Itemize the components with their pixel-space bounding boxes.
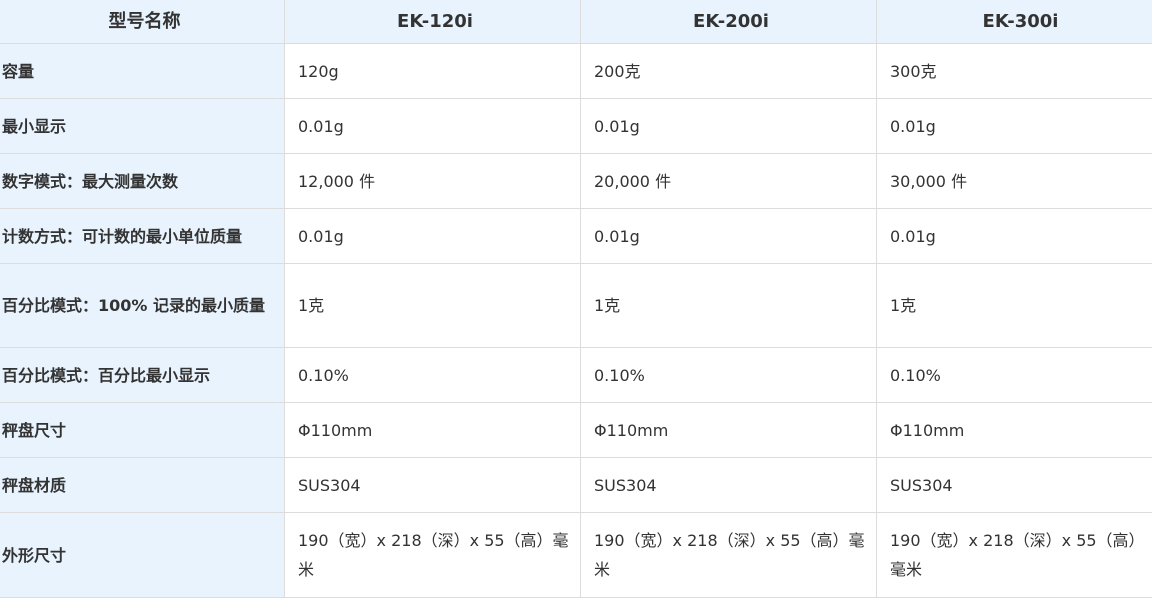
row-label: 最小显示 (0, 99, 285, 154)
cell-value: 1克 (877, 264, 1152, 348)
cell-value: 0.01g (877, 209, 1152, 264)
cell-value: 200克 (581, 44, 877, 99)
cell-value: Φ110mm (877, 403, 1152, 458)
cell-value: 0.01g (877, 99, 1152, 154)
row-label: 秤盘尺寸 (0, 403, 285, 458)
row-label: 百分比模式：100% 记录的最小质量 (0, 264, 285, 348)
row-label: 计数方式：可计数的最小单位质量 (0, 209, 285, 264)
cell-value: 12,000 件 (285, 154, 581, 209)
cell-value: 1克 (581, 264, 877, 348)
cell-value: 0.10% (877, 348, 1152, 403)
cell-value: 0.01g (285, 209, 581, 264)
header-ek-120i: EK-120i (285, 0, 581, 44)
cell-value: 190（宽）x 218（深）x 55（高）毫米 (285, 513, 581, 598)
cell-value: Φ110mm (581, 403, 877, 458)
row-label: 百分比模式：百分比最小显示 (0, 348, 285, 403)
header-model-name: 型号名称 (0, 0, 285, 44)
row-label: 容量 (0, 44, 285, 99)
cell-value: 0.10% (581, 348, 877, 403)
row-label: 数字模式：最大测量次数 (0, 154, 285, 209)
cell-value: 20,000 件 (581, 154, 877, 209)
cell-value: 1克 (285, 264, 581, 348)
cell-value: Φ110mm (285, 403, 581, 458)
cell-value: 0.01g (285, 99, 581, 154)
cell-value: 190（宽）x 218（深）x 55（高）毫米 (581, 513, 877, 598)
row-label: 外形尺寸 (0, 513, 285, 598)
cell-value: 0.01g (581, 209, 877, 264)
cell-value: 300克 (877, 44, 1152, 99)
cell-value: 190（宽）x 218（深）x 55（高）毫米 (877, 513, 1152, 598)
cell-value: 30,000 件 (877, 154, 1152, 209)
cell-value: SUS304 (581, 458, 877, 513)
cell-value: 0.01g (581, 99, 877, 154)
row-label: 秤盘材质 (0, 458, 285, 513)
cell-value: 0.10% (285, 348, 581, 403)
cell-value: SUS304 (285, 458, 581, 513)
header-ek-300i: EK-300i (877, 0, 1152, 44)
header-ek-200i: EK-200i (581, 0, 877, 44)
header-row: 型号名称 EK-120i EK-200i EK-300i (0, 0, 1152, 44)
cell-value: SUS304 (877, 458, 1152, 513)
cell-value: 120g (285, 44, 581, 99)
